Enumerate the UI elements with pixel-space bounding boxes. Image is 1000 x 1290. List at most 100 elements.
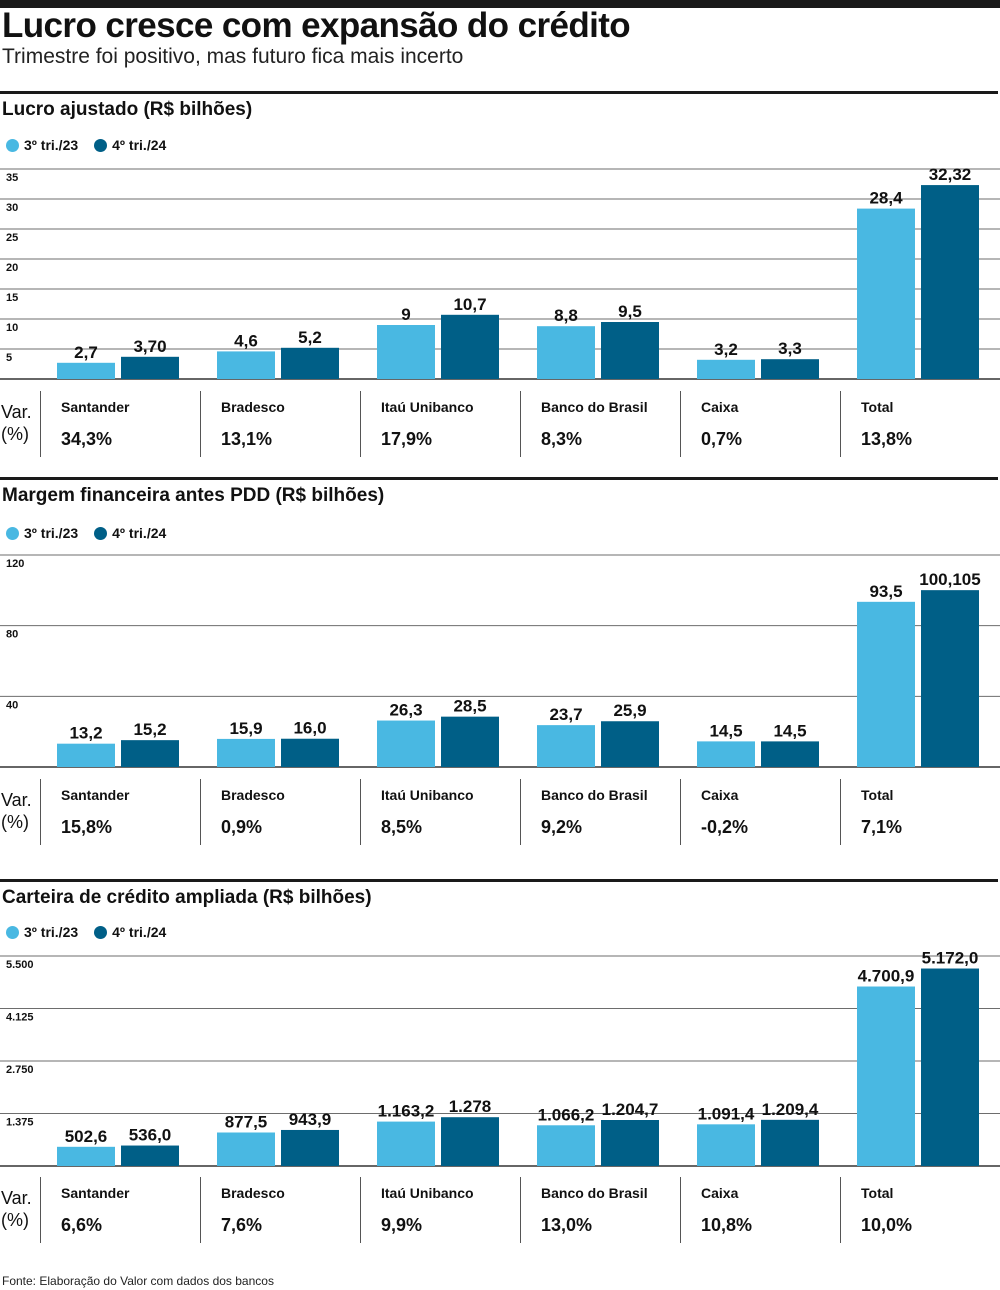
y-tick-label: 30 — [6, 202, 18, 214]
data-label: 15,9 — [229, 719, 262, 738]
data-label: 4,6 — [234, 331, 258, 350]
data-label: 93,5 — [869, 582, 902, 601]
bar-caixa-series-a — [697, 741, 755, 767]
bar-santander-series-b — [121, 356, 179, 379]
variation-row: Var. (%) Santander 6,6% Bradesco 7,6% Itaú U… — [0, 1167, 1000, 1247]
variation-label: Var. (%) — [1, 789, 41, 833]
section-rule — [0, 879, 998, 882]
y-tick-label: 40 — [6, 699, 18, 711]
data-label: 13,2 — [69, 724, 102, 743]
data-label: 26,3 — [389, 701, 422, 720]
legend-label-series-a: 3º tri./23 — [24, 924, 79, 940]
bar-bradesco-series-a — [217, 351, 275, 379]
legend-label-series-a: 3º tri./23 — [24, 137, 79, 153]
bar-chart-carteira: 1.375 2.750 4.125 5.500 502,6 536,0 877,5 943,9… — [0, 949, 1000, 1167]
legend-label-series-b: 4º tri./24 — [112, 137, 167, 153]
category-label: Total — [861, 1185, 894, 1201]
bar-itau-unibanco-series-b — [441, 716, 499, 767]
legend-label-series-b: 4º tri./24 — [112, 924, 167, 940]
legend-swatch-series-a — [6, 138, 19, 152]
data-label: 9,5 — [618, 302, 642, 321]
bar-chart-margem: 40 80 120 13,2 15,2 15,9 16,0 26,3 28,5 23,7 25,9 1… — [0, 554, 1000, 768]
data-label: 536,0 — [129, 1126, 172, 1145]
variation-value: 13,8% — [861, 429, 913, 449]
category-label: Santander — [61, 399, 130, 415]
y-tick-label: 120 — [6, 558, 24, 570]
category-label: Itaú Unibanco — [381, 399, 474, 415]
bar-bradesco-series-a — [217, 738, 275, 767]
y-tick-label: 35 — [6, 172, 18, 184]
y-tick-label: 4.125 — [6, 1012, 34, 1024]
legend-item-series-b: 4º tri./24 — [94, 525, 166, 541]
bar-santander-series-a — [57, 743, 115, 767]
variation-cell-bradesco: Bradesco 13,1% — [200, 391, 360, 457]
bar-santander-series-b — [121, 740, 179, 767]
variation-label-line1: Var. — [1, 402, 32, 422]
bar-bradesco-series-a — [217, 1132, 275, 1166]
bar-caixa-series-b — [761, 359, 819, 379]
data-label: 5.172,0 — [922, 949, 979, 968]
bar-santander-series-a — [57, 362, 115, 379]
chart-title: Carteira de crédito ampliada (R$ bilhões… — [2, 887, 372, 908]
bar-bradesco-series-b — [281, 1129, 339, 1166]
variation-cell-santander: Santander 15,8% — [40, 779, 200, 845]
chart-legend: 3º tri./23 4º tri./24 — [6, 135, 182, 155]
data-label: 502,6 — [65, 1127, 108, 1146]
variation-cell-santander: Santander 34,3% — [40, 391, 200, 457]
data-label: 3,70 — [133, 337, 166, 356]
legend-item-series-b: 4º tri./24 — [94, 924, 166, 940]
variation-cell-caixa: Caixa -0,2% — [680, 779, 840, 845]
data-label: 25,9 — [613, 701, 646, 720]
variation-cell-bradesco: Bradesco 7,6% — [200, 1177, 360, 1243]
category-label: Caixa — [701, 399, 739, 415]
legend-swatch-series-a — [6, 526, 19, 540]
variation-cell-total: Total 13,8% — [840, 391, 1000, 457]
category-label: Itaú Unibanco — [381, 787, 474, 803]
variation-label: Var. (%) — [1, 1187, 41, 1231]
variation-cell-itau-unibanco: Itaú Unibanco 8,5% — [360, 779, 520, 845]
bar-bradesco-series-b — [281, 347, 339, 379]
data-label: 1.278 — [449, 1097, 492, 1116]
variation-cell-bradesco: Bradesco 0,9% — [200, 779, 360, 845]
y-tick-label: 80 — [6, 629, 18, 641]
variation-label-line1: Var. — [1, 790, 32, 810]
variation-label-line2: (%) — [1, 812, 29, 832]
chart-legend: 3º tri./23 4º tri./24 — [6, 523, 182, 543]
category-label: Total — [861, 399, 894, 415]
chart-legend: 3º tri./23 4º tri./24 — [6, 922, 182, 942]
variation-value: 9,2% — [541, 817, 583, 837]
data-label: 100,105 — [919, 570, 980, 589]
data-label: 28,4 — [869, 189, 903, 208]
y-tick-label: 2.750 — [6, 1064, 34, 1076]
variation-value: -0,2% — [701, 817, 749, 837]
data-label: 1.204,7 — [602, 1100, 659, 1119]
variation-value: 10,8% — [701, 1215, 753, 1235]
variation-cell-santander: Santander 6,6% — [40, 1177, 200, 1243]
bar-santander-series-a — [57, 1146, 115, 1166]
data-label: 877,5 — [225, 1112, 268, 1131]
data-label: 1.209,4 — [762, 1100, 819, 1119]
variation-label: Var. (%) — [1, 401, 41, 445]
category-label: Caixa — [701, 1185, 739, 1201]
category-label: Banco do Brasil — [541, 1185, 648, 1201]
y-tick-label: 15 — [6, 292, 18, 304]
legend-swatch-series-b — [94, 526, 108, 540]
page-subtitle: Trimestre foi positivo, mas futuro fica … — [2, 45, 464, 68]
legend-swatch-series-b — [94, 138, 108, 152]
data-label: 943,9 — [289, 1110, 332, 1129]
y-tick-label: 5.500 — [6, 959, 34, 971]
section-rule — [0, 477, 998, 480]
variation-value: 7,6% — [221, 1215, 263, 1235]
data-label: 14,5 — [709, 721, 742, 740]
page-title: Lucro cresce com expansão do crédito — [2, 6, 631, 45]
y-tick-label: 5 — [6, 352, 12, 364]
data-label: 9 — [401, 305, 410, 324]
bar-caixa-series-a — [697, 359, 755, 379]
category-label: Bradesco — [221, 787, 285, 803]
variation-value: 15,8% — [61, 817, 113, 837]
data-label: 2,7 — [74, 343, 98, 362]
variation-cell-itau-unibanco: Itaú Unibanco 9,9% — [360, 1177, 520, 1243]
data-label: 1.091,4 — [698, 1104, 755, 1123]
bar-total-series-a — [857, 208, 915, 379]
bar-itau-unibanco-series-a — [377, 1121, 435, 1166]
